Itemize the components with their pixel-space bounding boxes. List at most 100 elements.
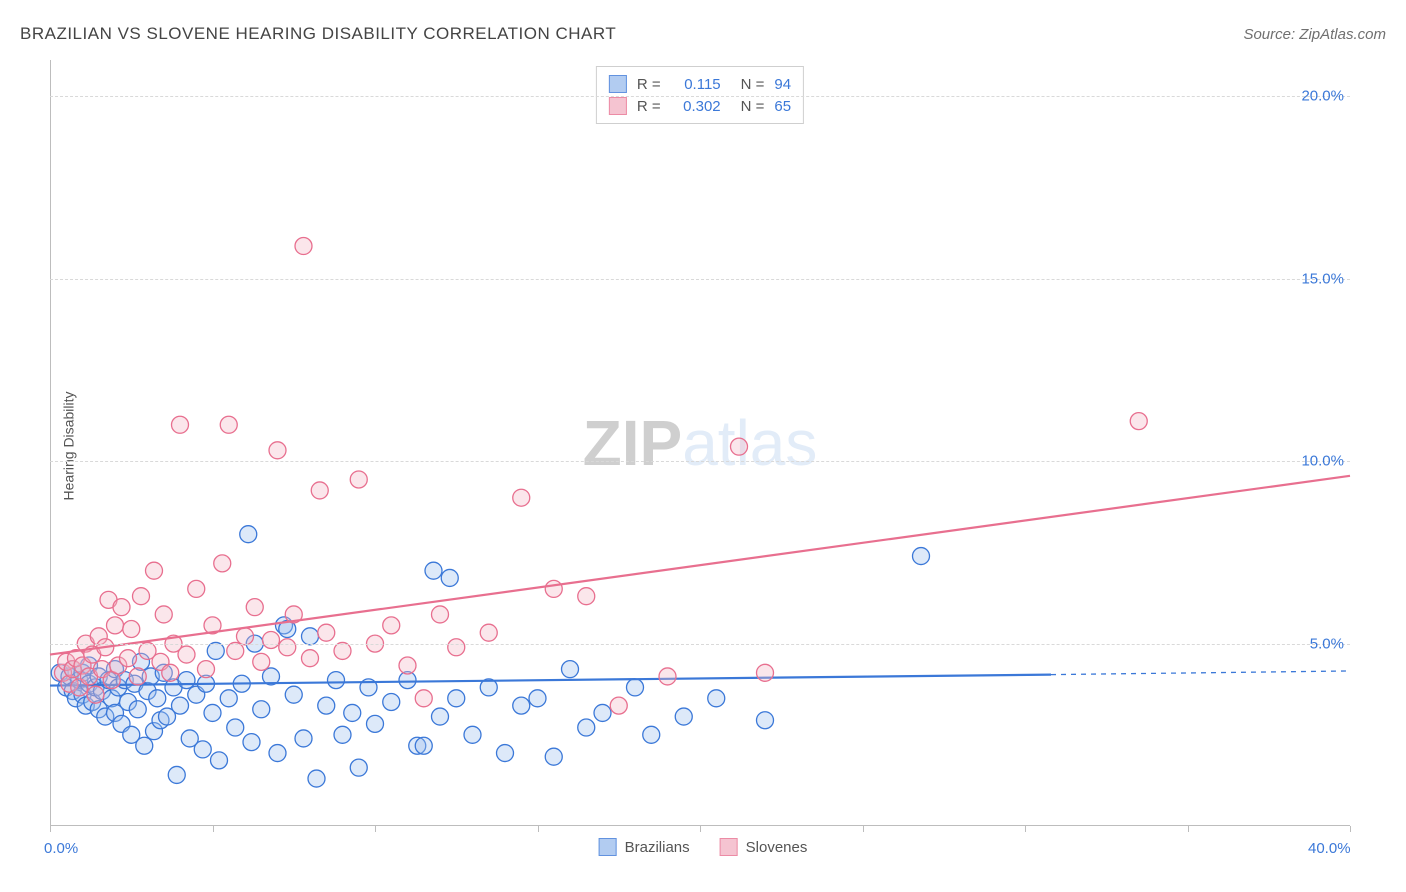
scatter-point-slovenes bbox=[383, 617, 400, 634]
scatter-point-slovenes bbox=[263, 631, 280, 648]
scatter-point-brazilians bbox=[367, 715, 384, 732]
plot-svg bbox=[50, 60, 1350, 826]
scatter-point-brazilians bbox=[168, 766, 185, 783]
gridline bbox=[50, 644, 1350, 645]
legend-n-label: N = bbox=[741, 98, 765, 115]
scatter-point-slovenes bbox=[178, 646, 195, 663]
bottom-legend-item-brazilians: Brazilians bbox=[599, 838, 690, 856]
scatter-point-slovenes bbox=[545, 580, 562, 597]
gridline bbox=[50, 279, 1350, 280]
scatter-point-brazilians bbox=[643, 726, 660, 743]
scatter-point-slovenes bbox=[269, 442, 286, 459]
scatter-point-brazilians bbox=[240, 526, 257, 543]
x-tick bbox=[700, 826, 701, 832]
scatter-point-slovenes bbox=[155, 606, 172, 623]
scatter-point-slovenes bbox=[731, 438, 748, 455]
scatter-point-slovenes bbox=[610, 697, 627, 714]
y-tick-label: 15.0% bbox=[1301, 270, 1344, 287]
scatter-point-slovenes bbox=[113, 599, 130, 616]
scatter-point-brazilians bbox=[129, 701, 146, 718]
scatter-point-slovenes bbox=[253, 653, 270, 670]
scatter-point-slovenes bbox=[279, 639, 296, 656]
regression-extension-brazilians bbox=[1051, 671, 1350, 675]
gridline bbox=[50, 461, 1350, 462]
scatter-point-brazilians bbox=[328, 672, 345, 689]
chart-title: BRAZILIAN VS SLOVENE HEARING DISABILITY … bbox=[20, 24, 616, 44]
x-tick-label: 40.0% bbox=[1308, 840, 1351, 857]
y-tick-label: 5.0% bbox=[1310, 635, 1344, 652]
scatter-point-brazilians bbox=[627, 679, 644, 696]
scatter-point-slovenes bbox=[318, 624, 335, 641]
bottom-legend: Brazilians Slovenes bbox=[599, 838, 808, 856]
scatter-point-slovenes bbox=[129, 668, 146, 685]
scatter-point-brazilians bbox=[243, 734, 260, 751]
bottom-swatch-slovenes bbox=[720, 838, 738, 856]
scatter-point-brazilians bbox=[513, 697, 530, 714]
scatter-point-slovenes bbox=[311, 482, 328, 499]
scatter-point-brazilians bbox=[194, 741, 211, 758]
gridline bbox=[50, 96, 1350, 97]
scatter-point-slovenes bbox=[172, 416, 189, 433]
x-tick bbox=[50, 826, 51, 832]
scatter-point-slovenes bbox=[1130, 413, 1147, 430]
scatter-point-brazilians bbox=[708, 690, 725, 707]
scatter-point-slovenes bbox=[757, 664, 774, 681]
scatter-point-slovenes bbox=[302, 650, 319, 667]
scatter-point-brazilians bbox=[318, 697, 335, 714]
scatter-point-slovenes bbox=[448, 639, 465, 656]
scatter-point-brazilians bbox=[425, 562, 442, 579]
scatter-point-slovenes bbox=[120, 650, 137, 667]
scatter-point-slovenes bbox=[188, 580, 205, 597]
scatter-point-slovenes bbox=[214, 555, 231, 572]
x-tick bbox=[1188, 826, 1189, 832]
scatter-point-slovenes bbox=[480, 624, 497, 641]
scatter-point-slovenes bbox=[133, 588, 150, 605]
scatter-point-brazilians bbox=[227, 719, 244, 736]
bottom-swatch-brazilians bbox=[599, 838, 617, 856]
scatter-point-brazilians bbox=[253, 701, 270, 718]
scatter-point-slovenes bbox=[237, 628, 254, 645]
regression-line-slovenes bbox=[50, 476, 1350, 655]
scatter-point-brazilians bbox=[172, 697, 189, 714]
scatter-point-slovenes bbox=[350, 471, 367, 488]
scatter-point-brazilians bbox=[448, 690, 465, 707]
scatter-point-slovenes bbox=[123, 621, 140, 638]
x-tick-label: 0.0% bbox=[44, 840, 78, 857]
legend-n-value-slovenes: 65 bbox=[774, 98, 791, 115]
scatter-point-slovenes bbox=[659, 668, 676, 685]
legend-r-value-brazilians: 0.115 bbox=[671, 76, 721, 93]
scatter-point-brazilians bbox=[308, 770, 325, 787]
x-tick bbox=[213, 826, 214, 832]
scatter-point-slovenes bbox=[87, 686, 104, 703]
scatter-point-brazilians bbox=[285, 686, 302, 703]
scatter-point-brazilians bbox=[675, 708, 692, 725]
scatter-point-brazilians bbox=[204, 704, 221, 721]
x-tick bbox=[375, 826, 376, 832]
scatter-point-slovenes bbox=[513, 489, 530, 506]
scatter-point-brazilians bbox=[334, 726, 351, 743]
scatter-point-brazilians bbox=[344, 704, 361, 721]
scatter-point-slovenes bbox=[578, 588, 595, 605]
x-tick bbox=[1025, 826, 1026, 832]
scatter-point-brazilians bbox=[913, 548, 930, 565]
scatter-point-brazilians bbox=[302, 628, 319, 645]
plot-area: ZIPatlas R =0.115N =94R =0.302N =65 5.0%… bbox=[50, 60, 1350, 826]
scatter-point-slovenes bbox=[107, 617, 124, 634]
scatter-point-brazilians bbox=[562, 661, 579, 678]
scatter-point-brazilians bbox=[207, 642, 224, 659]
scatter-point-brazilians bbox=[295, 730, 312, 747]
scatter-point-brazilians bbox=[178, 672, 195, 689]
bottom-legend-item-slovenes: Slovenes bbox=[720, 838, 808, 856]
scatter-point-brazilians bbox=[757, 712, 774, 729]
scatter-point-brazilians bbox=[441, 569, 458, 586]
scatter-point-brazilians bbox=[149, 690, 166, 707]
legend-r-label: R = bbox=[637, 98, 661, 115]
scatter-point-slovenes bbox=[432, 606, 449, 623]
scatter-point-slovenes bbox=[415, 690, 432, 707]
x-tick bbox=[1350, 826, 1351, 832]
source-label: Source: ZipAtlas.com bbox=[1243, 26, 1386, 43]
bottom-legend-label-slovenes: Slovenes bbox=[746, 839, 808, 856]
scatter-point-brazilians bbox=[350, 759, 367, 776]
scatter-point-slovenes bbox=[220, 416, 237, 433]
scatter-point-brazilians bbox=[136, 737, 153, 754]
